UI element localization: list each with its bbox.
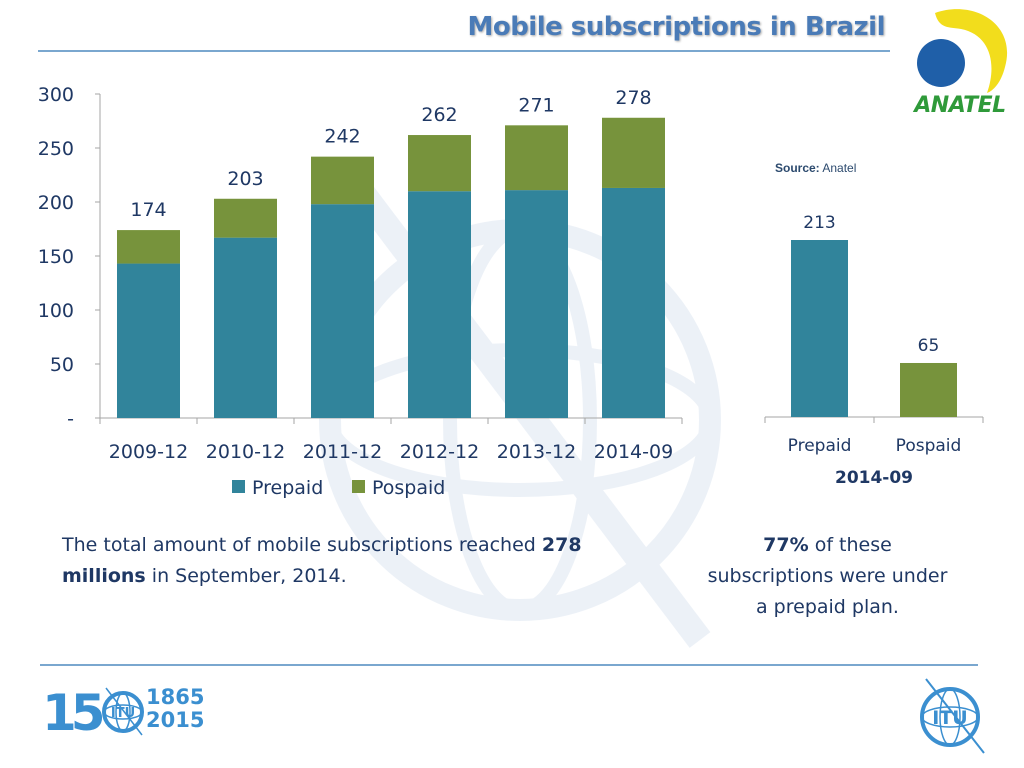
- itu-logo-text: ITU: [932, 707, 967, 729]
- x-tick-label: 2010-12: [206, 441, 285, 463]
- itu-logo: ITU: [920, 678, 985, 754]
- bar-pospaid-2012-12: [408, 135, 471, 192]
- note-highlight: 278: [541, 534, 582, 556]
- y-tick-label: 300: [38, 84, 74, 106]
- page-title: Mobile subscriptions in Brazil: [467, 12, 885, 42]
- x-tick-label: 2014-09: [594, 441, 673, 463]
- anatel-logo-icon: [917, 9, 1008, 94]
- total-label: 262: [421, 104, 457, 126]
- x-tick-label: Prepaid: [788, 436, 852, 456]
- total-label: 174: [130, 199, 166, 221]
- footer-divider: [40, 664, 978, 666]
- y-tick-label: 100: [38, 300, 74, 322]
- y-tick-label: 200: [38, 192, 74, 214]
- note-text: in September, 2014.: [145, 565, 347, 587]
- itu-globe-icon: ITU: [102, 687, 144, 736]
- total-label: 278: [615, 87, 651, 109]
- svg-text:ITU: ITU: [111, 706, 135, 721]
- x-tick-label: 2013-12: [497, 441, 576, 463]
- bar-pospaid: [900, 362, 957, 417]
- summary-note-prepaid-share: 77% of these subscriptions were under a …: [705, 530, 950, 623]
- y-tick-label: 150: [38, 246, 74, 268]
- total-label: 271: [518, 94, 554, 116]
- value-label: 213: [803, 213, 835, 233]
- breakdown-bar-chart: 213 Prepaid 65 Pospaid 2014-09: [764, 213, 984, 488]
- bar-prepaid-2013-12: [505, 190, 568, 418]
- anatel-logo-text: ANATEL: [914, 93, 1006, 118]
- bar-pospaid-2010-12: [214, 198, 277, 238]
- note-text: of these subscriptions were under a prep…: [707, 534, 948, 618]
- legend-label-pospaid: Pospaid: [372, 477, 445, 499]
- total-label: 242: [324, 126, 360, 148]
- bar-prepaid-2014-09: [602, 187, 665, 418]
- anatel-logo: ANATEL: [905, 5, 1015, 120]
- itu-150-years: 1865 2015: [146, 686, 204, 732]
- itu-150-anniversary-logo: 15 ITU 1865 2015: [42, 680, 204, 750]
- legend-swatch-prepaid: [232, 480, 245, 493]
- note-text: The total amount of mobile subscriptions…: [62, 534, 542, 556]
- x-tick-label: 2012-12: [400, 441, 479, 463]
- title-divider: [38, 50, 890, 52]
- source-label: Source:: [775, 161, 820, 175]
- year-start: 1865: [146, 685, 205, 709]
- bar-prepaid-2009-12: [117, 263, 180, 418]
- year-end: 2015: [146, 708, 205, 732]
- source-note: Source: Anatel: [775, 161, 856, 175]
- legend-swatch-pospaid: [352, 480, 365, 493]
- itu-150-number: 15: [42, 684, 106, 742]
- bar-pospaid-2014-09: [602, 117, 665, 188]
- x-tick-label: Pospaid: [896, 436, 962, 456]
- legend-label-prepaid: Prepaid: [252, 477, 323, 499]
- bar-pospaid-2009-12: [117, 230, 180, 264]
- bar-prepaid: [791, 240, 848, 417]
- y-tick-label: 250: [38, 138, 74, 160]
- note-highlight: millions: [62, 565, 146, 587]
- bar-prepaid-2012-12: [408, 191, 471, 418]
- x-tick-label: 2011-12: [303, 441, 382, 463]
- source-value: Anatel: [822, 161, 857, 175]
- bar-pospaid-2011-12: [311, 156, 374, 205]
- bar-pospaid-2013-12: [505, 125, 568, 191]
- value-label: 65: [918, 336, 940, 356]
- note-highlight: 77%: [763, 534, 809, 556]
- bar-prepaid-2010-12: [214, 237, 277, 418]
- bar-prepaid-2011-12: [311, 204, 374, 418]
- x-tick-label: 2009-12: [109, 441, 188, 463]
- stacked-bar-chart: - 50 100 150 200 250 300 174 2009-12 203 2010-12 24…: [38, 84, 683, 499]
- total-label: 203: [227, 168, 263, 190]
- summary-note-total: The total amount of mobile subscriptions…: [62, 530, 662, 592]
- y-tick-label: 50: [50, 354, 74, 376]
- x-axis-title: 2014-09: [835, 468, 913, 488]
- y-tick-label: -: [67, 408, 74, 430]
